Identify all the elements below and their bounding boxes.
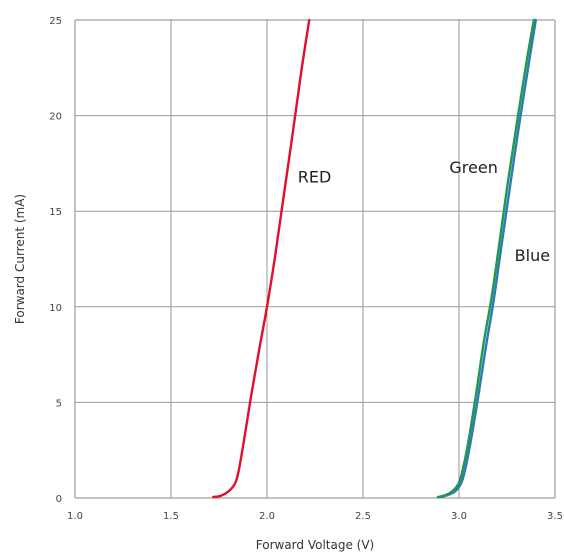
y-tick-label: 20 (49, 112, 62, 123)
y-tick-label: 5 (56, 398, 62, 409)
x-tick-label: 3.5 (547, 511, 563, 522)
series-label-green: Green (449, 158, 497, 177)
series-layer (212, 18, 537, 499)
y-tick-label: 15 (49, 207, 62, 218)
series-line-green (436, 18, 536, 499)
x-tick-label: 1.5 (163, 511, 179, 522)
grid-layer (74, 19, 556, 499)
x-tick-label: 2.5 (355, 511, 371, 522)
x-axis-title: Forward Voltage (V) (256, 538, 374, 552)
series-line-blue (438, 18, 537, 499)
series-line-red (212, 18, 311, 499)
y-tick-label: 0 (56, 494, 62, 505)
x-tick-label: 3.0 (451, 511, 467, 522)
x-tick-label: 1.0 (67, 511, 83, 522)
series-annotation-layer: RED Green Blue (298, 158, 550, 265)
series-label-red: RED (298, 168, 332, 187)
y-tick-label: 10 (49, 303, 62, 314)
x-tick-label: 2.0 (259, 511, 275, 522)
y-tick-label: 25 (49, 16, 62, 27)
tick-label-layer: 1.0 1.5 2.0 2.5 3.0 3.5 0 5 10 15 20 25 (49, 16, 563, 522)
y-axis-title: Forward Current (mA) (13, 194, 27, 324)
series-label-blue: Blue (515, 246, 550, 265)
